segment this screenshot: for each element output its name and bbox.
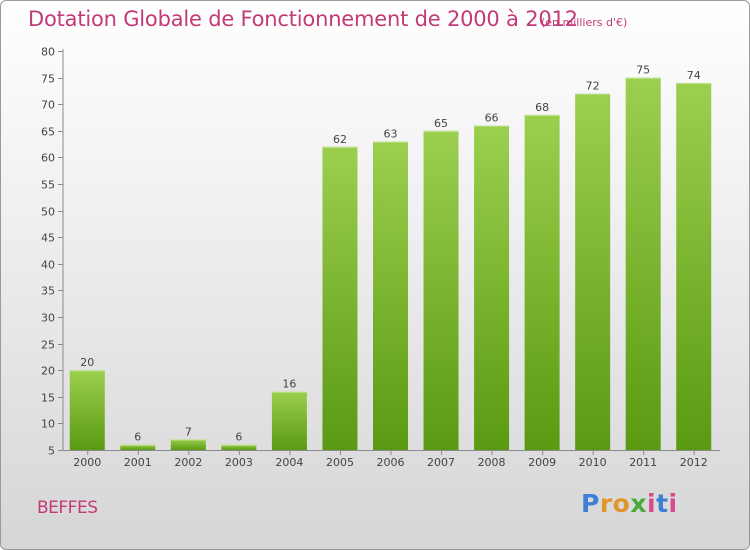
bar [676,82,712,451]
data-label: 65 [434,117,448,130]
y-tick-label: 30 [41,312,55,325]
y-tick-label: 60 [41,152,55,165]
y-tick-label: 40 [41,259,55,272]
x-tick-label: 2009 [528,456,556,469]
data-label: 7 [185,425,192,438]
y-tick-label: 5 [48,445,55,458]
x-tick-label: 2011 [629,456,657,469]
logo-letter: P [581,489,600,518]
bar [625,77,661,450]
commune-name: BEFFES [37,498,98,518]
x-tick-label: 2002 [174,456,202,469]
data-label: 66 [485,111,499,124]
x-tick-label: 2001 [124,456,152,469]
y-tick-label: 75 [41,73,55,86]
proxiti-logo: Proxiti [581,489,678,518]
data-label: 75 [636,64,650,77]
y-tick-label: 55 [41,179,55,192]
bar [170,439,206,450]
logo-letter: o [612,489,631,518]
x-tick-label: 2005 [326,456,354,469]
bar [221,444,257,450]
x-tick-label: 2006 [377,456,405,469]
data-label: 20 [80,356,94,369]
data-label: 6 [134,431,141,444]
logo-letter: i [647,489,657,518]
logo-letter: i [668,489,678,518]
bar [575,93,611,450]
bar [423,130,459,451]
bar [120,444,156,450]
y-tick-label: 25 [41,339,55,352]
y-tick-label: 15 [41,392,55,405]
data-label: 68 [535,101,549,114]
logo-letter: x [630,489,647,518]
data-label: 16 [282,377,296,390]
bar [322,146,358,450]
data-label: 72 [586,80,600,93]
logo-letter: t [656,489,669,518]
bar [271,391,307,450]
bar [474,125,510,450]
y-tick-label: 45 [41,232,55,245]
x-tick-label: 2007 [427,456,455,469]
bar [69,370,105,450]
bar [373,141,408,450]
x-tick-label: 2004 [275,456,303,469]
y-tick-label: 20 [41,365,55,378]
y-tick-label: 10 [41,418,55,431]
data-label: 6 [235,431,242,444]
y-tick-label: 65 [41,126,55,139]
x-tick-label: 2012 [680,456,708,469]
y-tick-label: 70 [41,99,55,112]
bar [524,114,560,450]
data-label: 62 [333,133,347,146]
y-tick-label: 80 [41,46,55,59]
data-label: 74 [687,69,701,82]
data-label: 63 [384,127,398,140]
x-tick-label: 2000 [73,456,101,469]
x-tick-label: 2008 [478,456,506,469]
x-tick-label: 2003 [225,456,253,469]
logo-letter: r [599,489,613,518]
y-tick-label: 50 [41,206,55,219]
y-tick-label: 35 [41,285,55,298]
x-tick-label: 2010 [579,456,607,469]
chart-title: Dotation Globale de Fonctionnement de 20… [28,7,578,31]
chart-subtitle: (en milliers d'€) [541,16,628,29]
